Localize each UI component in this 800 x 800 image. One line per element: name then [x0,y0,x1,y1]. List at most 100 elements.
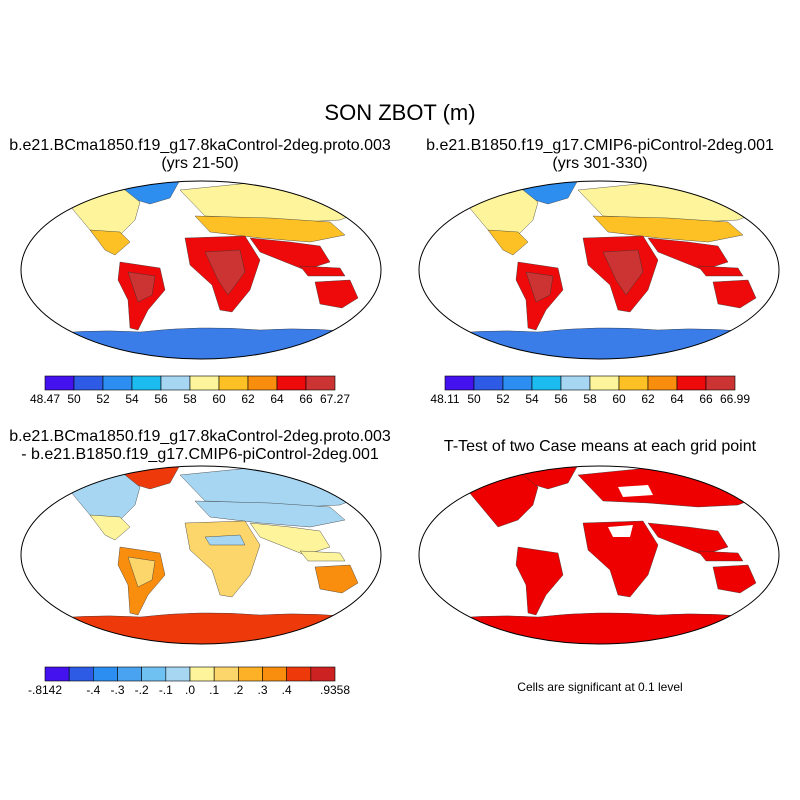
colorbar-tick-label: -.8142 [28,683,62,697]
colorbar-swatch [676,375,707,391]
colorbar-tick-label: .2 [233,683,243,697]
colorbar-tick-label: -.2 [135,683,149,697]
insignificant-gap-eurasia [618,485,653,497]
panel-1-title: b.e21.BCma1850.f19_g17.8kaControl-2deg.p… [0,137,400,173]
colorbar-swatch [165,666,191,682]
africa-region [582,520,659,598]
colorbar-swatch [218,375,249,391]
indonesia-region [697,550,744,562]
colorbar-swatch [160,375,191,391]
colorbar-tick-label: 66 [699,392,713,406]
colorbar-tick-label: .3 [257,683,267,697]
colorbar-swatch [560,375,591,391]
colorbar-swatch [647,375,678,391]
figure-title: SON ZBOT (m) [324,100,476,125]
colorbar-swatch [247,375,278,391]
australia-region [314,279,359,309]
south-asia-region [249,522,331,556]
australia-region [314,564,359,594]
map-2-border [418,180,780,360]
colorbar-swatch [117,666,142,682]
map-3-fields [21,466,381,644]
colorbar-tick-label: -.4 [86,683,100,697]
colorbar-swatch [473,375,504,391]
colorbar-tick-label: -.1 [159,683,173,697]
colorbar-swatch [68,666,94,682]
north-america-south-region [89,229,131,256]
north-america-region [459,470,539,528]
map-panel-1 [20,180,382,360]
north-america-south-region [487,229,529,256]
colorbar-tick-label: 62 [641,392,655,406]
eurasia-mid-region [592,215,744,243]
map-2-fields [419,181,779,359]
colorbar-tick-label: 67.27 [320,392,350,406]
south-asia-region [647,237,729,271]
indonesia-region [697,265,744,277]
panel-2-title-line-2: (yrs 301-330) [552,155,648,172]
map-4-border [418,465,780,645]
colorbar-swatch [73,375,104,391]
eurasia-mid-region [194,500,346,528]
colorbar-swatch [444,375,475,391]
colorbar-swatch [262,666,287,682]
south-asia-region [249,237,331,271]
africa-core-region [602,249,644,296]
south-america-core-region [127,271,156,303]
colorbar-swatch [44,375,75,391]
colorbar-tick-label: 48.47 [30,392,60,406]
panel-1-title-line-1: b.e21.BCma1850.f19_g17.8kaControl-2deg.p… [9,137,391,154]
colorbar-swatch [705,375,736,391]
south-asia-region [647,522,729,556]
colorbar-tick-label: 54 [125,392,139,406]
panel-2-title-line-1: b.e21.B1850.f19_g17.CMIP6-piControl-2deg… [426,137,774,154]
colorbar-tick-label: 58 [583,392,597,406]
australia-region [712,279,757,309]
colorbar-swatch [189,375,220,391]
colorbar-tick-label: 52 [496,392,510,406]
eurasia-mid-region [194,215,346,243]
indonesia-region [299,265,346,277]
colorbar-swatch [286,666,312,682]
colorbar-tick-label: 64 [670,392,684,406]
south-america-core-region [525,271,554,303]
colorbar-swatch [276,375,307,391]
colorbar-swatch [589,375,620,391]
significance-note: Cells are significant at 0.1 level [517,680,683,694]
colorbar-tick-label: 50 [67,392,81,406]
insignificant-gap-africa [608,525,633,537]
map-3-border [20,465,382,645]
panel-3-title-line-2: - b.e21.B1850.f19_g17.CMIP6-piControl-2d… [21,446,379,463]
panel-4-title-line-1: T-Test of two Case means at each grid po… [443,438,757,455]
colorbar-tick-label: 64 [270,392,284,406]
colorbar-tick-label: 66.99 [720,392,750,406]
colorbar-tick-label: .1 [209,683,219,697]
north-america-south-region [89,514,131,541]
map-panel-4 [418,465,780,645]
colorbar-2: 48.11 50 52 54 56 58 60 62 64 66 66.99 [430,375,750,406]
colorbar-tick-label: 52 [96,392,110,406]
colorbar-tick-label: 56 [554,392,568,406]
panel-1-title-line-2: (yrs 21-50) [161,155,239,172]
colorbar-tick-label: -.3 [110,683,124,697]
colorbar-tick-label: 54 [525,392,539,406]
colorbar-swatch [131,375,162,391]
colorbar-1: 48.47 50 52 54 56 58 60 62 64 66 67.27 [30,375,350,406]
colorbar-swatch [189,666,215,682]
colorbar-swatch [213,666,239,682]
south-america-core-region [127,556,156,588]
colorbar-swatch [305,375,336,391]
colorbar-tick-label: 60 [212,392,226,406]
africa-core-region [204,249,246,296]
colorbar-tick-label: 48.11 [430,392,459,406]
africa-region [184,520,261,598]
colorbar-swatch [141,666,167,682]
panel-3-title-line-1: b.e21.BCma1850.f19_g17.8kaControl-2deg.p… [9,428,391,445]
colorbar-swatch [502,375,533,391]
colorbar-tick-label: .4 [282,683,292,697]
colorbar-swatch [531,375,562,391]
australia-region [712,564,757,594]
colorbar-tick-label: 60 [612,392,626,406]
colorbar-tick-label: 50 [467,392,481,406]
colorbar-3: -.8142 -.4 -.3 -.2 -.1 .0 .1 .2 .3 .4 .9358 [28,666,350,697]
